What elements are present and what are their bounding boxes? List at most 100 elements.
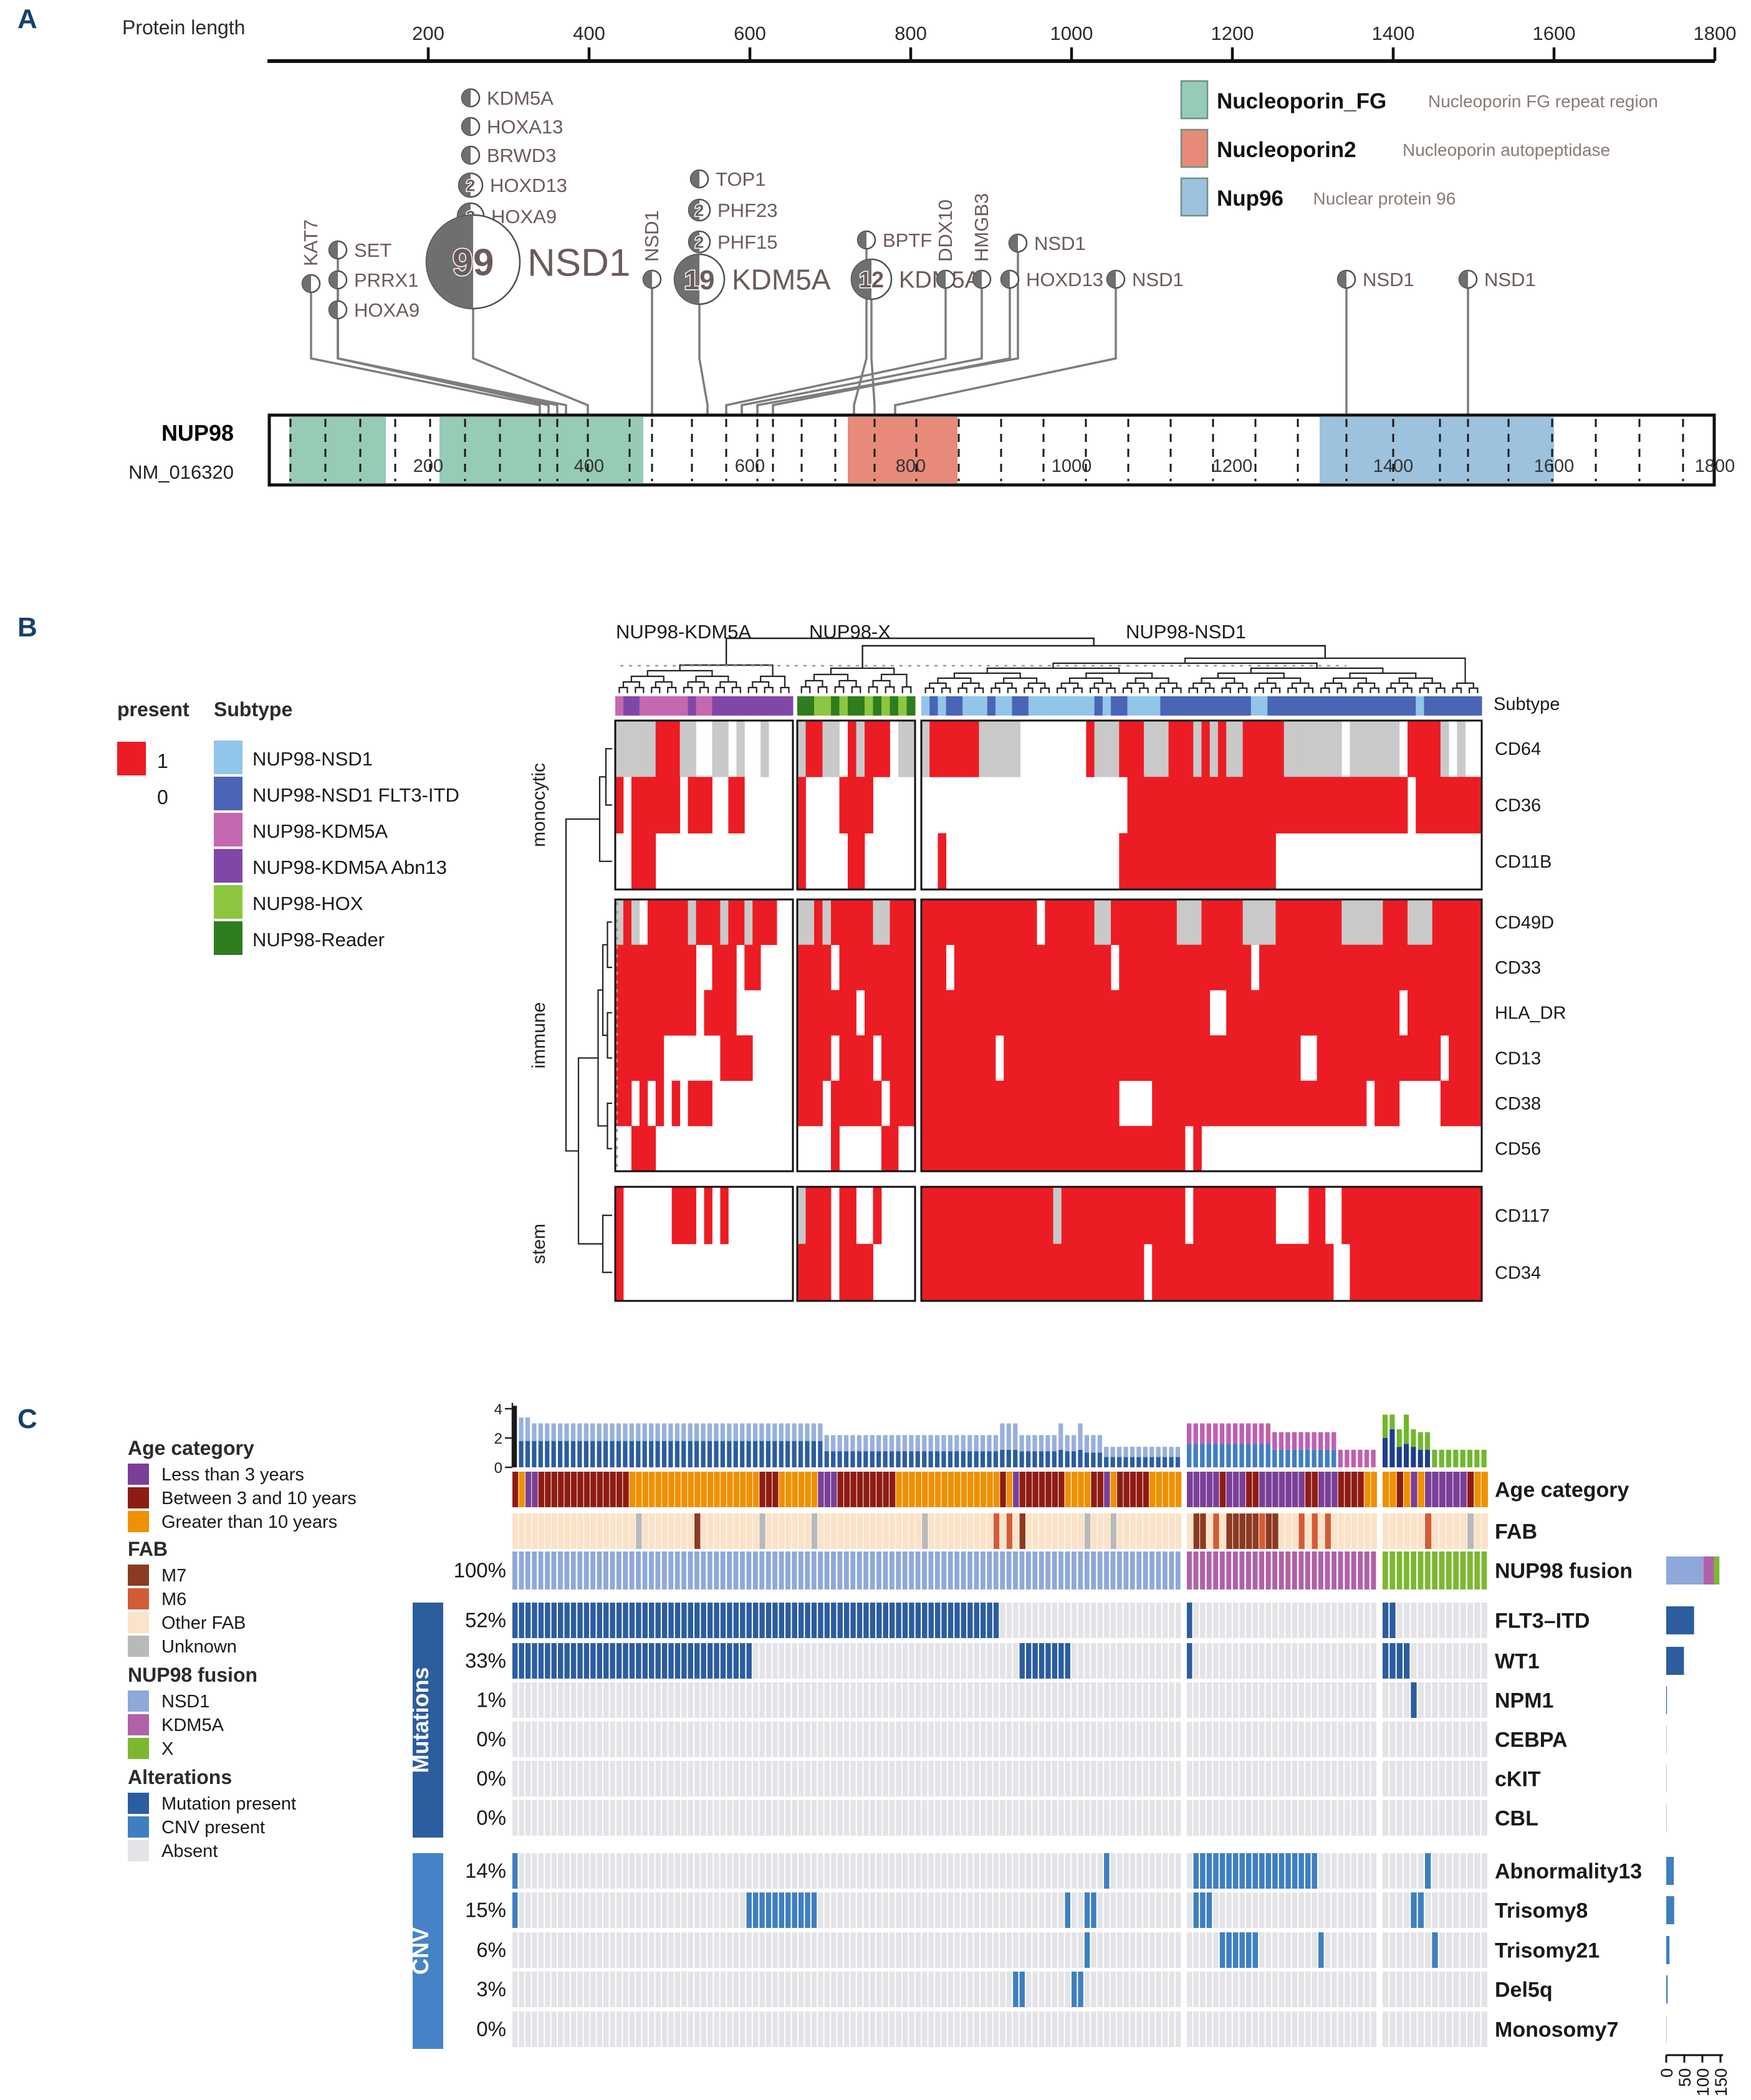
nup98-fusion-row xyxy=(512,1551,1487,1589)
oncoprint-row-Trisomy21 xyxy=(512,1932,1487,1968)
svg-text:400: 400 xyxy=(574,456,604,476)
legend-swatch xyxy=(214,777,242,810)
svg-text:0: 0 xyxy=(494,1460,502,1477)
cluster-label-x: NUP98-X xyxy=(809,621,891,643)
fusion-count: 12 xyxy=(859,267,884,292)
subtype-legend-item: NUP98-Reader xyxy=(214,921,385,955)
oncoprint-row-label: WT1 xyxy=(1495,1650,1540,1674)
present-swatch xyxy=(117,742,146,775)
legend-present: 10 xyxy=(117,742,168,808)
svg-text:1600: 1600 xyxy=(1533,22,1576,44)
legend-swatch xyxy=(128,1612,149,1633)
heatmap-row-CD49D xyxy=(615,899,1482,946)
legend-item-label: Greater than 10 years xyxy=(161,1512,337,1532)
legend-title: Age category xyxy=(128,1437,254,1459)
row-percent: 0% xyxy=(476,1728,506,1751)
subtype-bar xyxy=(615,696,1482,716)
protein-domain xyxy=(848,417,957,483)
top-minibar-chart: 0 2 4 xyxy=(494,1401,1487,1477)
legend-item-label: M7 xyxy=(161,1566,186,1586)
domain-name: Nup96 xyxy=(1217,186,1283,211)
legend-item: CNV present xyxy=(128,1816,265,1838)
row-percent: 6% xyxy=(476,1939,506,1962)
legend-swatch xyxy=(214,849,242,883)
age-category-row xyxy=(512,1472,1488,1507)
marker-row-label: CD36 xyxy=(1495,796,1541,816)
subtype-label: NUP98-KDM5A Abn13 xyxy=(252,856,447,878)
legend-swatch xyxy=(128,1511,149,1532)
fusion-partner: HMGB3 xyxy=(971,193,992,289)
protein-length-axis: 200 400 600 800 1000 1200 1400 1600 1800 xyxy=(267,22,1736,63)
fusion-partner-label: TOP1 xyxy=(716,168,765,190)
legend-swatch xyxy=(128,1738,149,1759)
oncoprint-row-label: NUP98 fusion xyxy=(1495,1560,1633,1583)
count-axis-tick: 150 xyxy=(1712,2068,1730,2096)
marker-row-label: CD13 xyxy=(1495,1048,1541,1068)
fab-row xyxy=(512,1513,1488,1549)
count-axis: 0 50 100 150 xyxy=(1657,2054,1730,2096)
fusion-partner-label: BPTF xyxy=(883,229,932,251)
cluster-label-nsd1: NUP98-NSD1 xyxy=(1126,621,1246,643)
marker-heatmap: CD64 CD36 CD11B monocytic CD49D CD33 HLA_DR CD1… xyxy=(529,719,1566,1302)
legend-title: NUP98 fusion xyxy=(128,1664,257,1686)
oncoprint-row-label: Age category xyxy=(1495,1479,1629,1502)
oncoprint-row-label: Trisomy8 xyxy=(1495,1899,1588,1923)
svg-text:200: 200 xyxy=(412,22,444,44)
fusion-partner-label: NSD1 xyxy=(527,241,630,284)
row-percent: 1% xyxy=(476,1689,506,1712)
legend-item-label: Less than 3 years xyxy=(161,1465,304,1485)
fusion-partner-label: HOXA9 xyxy=(354,299,420,321)
legend-swatch xyxy=(1180,80,1209,120)
domain-legend: Nucleoporin_FG Nucleoporin FG repeat regi… xyxy=(1180,80,1658,217)
legend-item-label: NSD1 xyxy=(161,1692,209,1712)
oncoprint-row-Monosomy7 xyxy=(512,2011,1487,2047)
svg-text:600: 600 xyxy=(735,456,765,476)
fusion-partner: 12KDM5A xyxy=(850,258,981,300)
marker-row-label: CD33 xyxy=(1495,958,1541,978)
legend-swatch xyxy=(128,1487,149,1508)
legend-alterations: Alterations Mutation present CNV present Ab… xyxy=(128,1766,296,1861)
heatmap-row-HLA_DR xyxy=(615,990,1482,1036)
row-percent: 0% xyxy=(476,1806,506,1829)
row-percent: 100% xyxy=(454,1559,506,1582)
panel-b-letter: B xyxy=(17,612,37,643)
fusion-partner-label: DDX10 xyxy=(934,199,956,262)
side-group-label: Mutations xyxy=(408,1667,433,1773)
oncoprint-row-label: cKIT xyxy=(1495,1768,1541,1791)
legend-swatch xyxy=(128,1588,149,1609)
svg-text:800: 800 xyxy=(896,456,926,476)
fusion-partner: KAT7 xyxy=(300,219,322,294)
legend-subtype: NUP98-NSD1 NUP98-NSD1 FLT3-ITD NUP98-KDM5A… xyxy=(214,741,459,955)
legend-item-label: Other FAB xyxy=(161,1613,246,1633)
legend-age-category: Age category Less than 3 years Between 3 a… xyxy=(128,1437,357,1532)
subtype-legend-item: NUP98-NSD1 xyxy=(214,741,373,774)
subtype-legend-item: NUP98-KDM5A Abn13 xyxy=(214,849,447,883)
protein-domain xyxy=(289,417,386,483)
subtype-label: NUP98-Reader xyxy=(252,929,385,951)
fusion-partner-label: HOXD13 xyxy=(490,175,567,196)
subtype-label: NUP98-NSD1 xyxy=(252,748,373,770)
subtype-legend-item: NUP98-KDM5A xyxy=(214,813,388,846)
oncoprint-row-label: Del5q xyxy=(1495,1978,1553,2002)
row-dendrogram xyxy=(565,748,618,1273)
legend-swatch xyxy=(128,1840,149,1861)
heatmap-row-CD117 xyxy=(615,1187,1482,1244)
oncoprint-row-label: FLT3–ITD xyxy=(1495,1609,1590,1633)
legend-swatch xyxy=(128,1636,149,1657)
marker-row-label: CD38 xyxy=(1495,1094,1541,1114)
heatmap-row-CD64 xyxy=(615,721,1466,777)
legend-swatch xyxy=(1180,177,1209,217)
row-percent: 52% xyxy=(465,1609,506,1632)
domain-description: Nucleoporin FG repeat region xyxy=(1428,92,1658,111)
fusion-partner: NSD1 xyxy=(1458,269,1536,290)
heatmap-row-CD13 xyxy=(615,1035,1482,1081)
legend-item: Between 3 and 10 years xyxy=(128,1487,357,1508)
legend-title: FAB xyxy=(128,1538,168,1560)
oncoprint-row-label: NPM1 xyxy=(1495,1689,1553,1713)
fusion-partner: BRWD3 xyxy=(461,145,556,166)
legend-swatch xyxy=(214,921,242,955)
fusion-partner: BPTF xyxy=(856,229,932,251)
fusion-partner-label: NSD1 xyxy=(641,210,663,262)
svg-text:600: 600 xyxy=(734,22,766,44)
